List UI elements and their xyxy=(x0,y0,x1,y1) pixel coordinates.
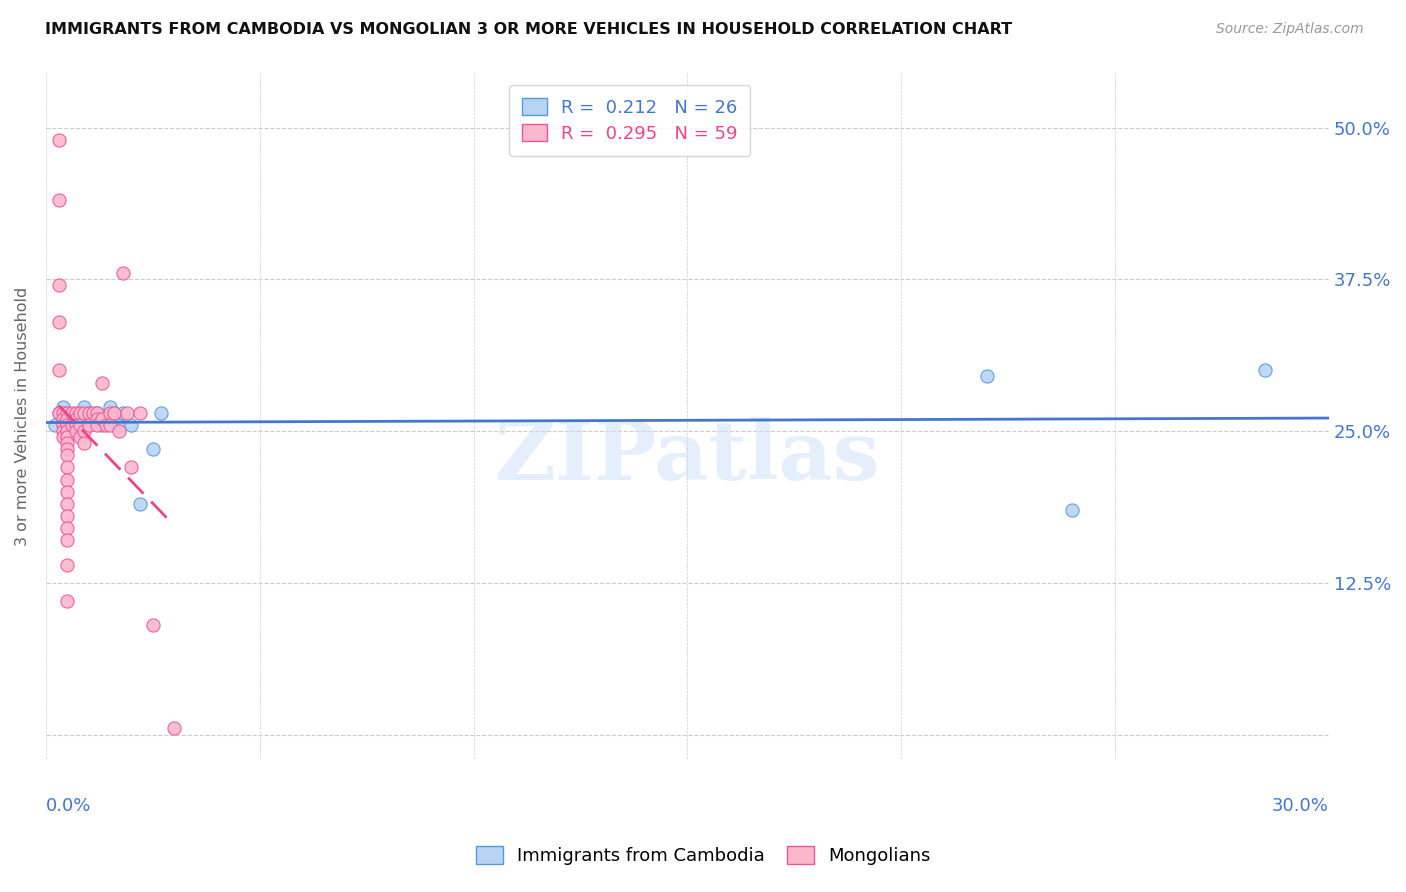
Legend: Immigrants from Cambodia, Mongolians: Immigrants from Cambodia, Mongolians xyxy=(468,839,938,872)
Text: IMMIGRANTS FROM CAMBODIA VS MONGOLIAN 3 OR MORE VEHICLES IN HOUSEHOLD CORRELATIO: IMMIGRANTS FROM CAMBODIA VS MONGOLIAN 3 … xyxy=(45,22,1012,37)
Point xyxy=(77,406,100,420)
Point xyxy=(90,417,112,432)
Point xyxy=(48,406,70,420)
Point xyxy=(98,400,121,414)
Point xyxy=(60,417,83,432)
Point xyxy=(48,315,70,329)
Point xyxy=(52,430,75,444)
Point xyxy=(65,412,87,426)
Point xyxy=(1253,363,1275,377)
Point xyxy=(111,266,134,280)
Point xyxy=(82,412,104,426)
Point xyxy=(56,558,79,572)
Point xyxy=(56,417,79,432)
Point xyxy=(65,406,87,420)
Point xyxy=(976,369,998,384)
Text: 0.0%: 0.0% xyxy=(46,797,91,814)
Point xyxy=(56,442,79,457)
Point xyxy=(48,278,70,293)
Point xyxy=(86,406,108,420)
Point xyxy=(56,430,79,444)
Point xyxy=(52,417,75,432)
Point xyxy=(69,406,91,420)
Point xyxy=(56,473,79,487)
Point xyxy=(73,424,96,438)
Point xyxy=(98,406,121,420)
Text: 30.0%: 30.0% xyxy=(1272,797,1329,814)
Point xyxy=(163,722,186,736)
Point xyxy=(90,376,112,390)
Point xyxy=(52,406,75,420)
Point xyxy=(90,412,112,426)
Point xyxy=(69,417,91,432)
Point xyxy=(121,460,143,475)
Point xyxy=(77,417,100,432)
Point xyxy=(103,412,125,426)
Point xyxy=(56,406,79,420)
Point xyxy=(103,406,125,420)
Point xyxy=(56,533,79,548)
Point xyxy=(60,417,83,432)
Point xyxy=(65,412,87,426)
Point xyxy=(107,424,129,438)
Point xyxy=(73,400,96,414)
Point xyxy=(73,436,96,450)
Point xyxy=(56,497,79,511)
Point xyxy=(48,363,70,377)
Point xyxy=(56,424,79,438)
Point xyxy=(142,442,165,457)
Legend: R =  0.212   N = 26, R =  0.295   N = 59: R = 0.212 N = 26, R = 0.295 N = 59 xyxy=(509,86,751,155)
Y-axis label: 3 or more Vehicles in Household: 3 or more Vehicles in Household xyxy=(15,286,30,546)
Point xyxy=(65,424,87,438)
Point xyxy=(56,412,79,426)
Point xyxy=(48,406,70,420)
Point xyxy=(56,417,79,432)
Point xyxy=(129,497,152,511)
Point xyxy=(56,521,79,535)
Point xyxy=(48,194,70,208)
Point xyxy=(86,412,108,426)
Point xyxy=(69,430,91,444)
Point xyxy=(48,133,70,147)
Point xyxy=(56,594,79,608)
Point xyxy=(86,417,108,432)
Point xyxy=(56,508,79,523)
Point xyxy=(103,406,125,420)
Point xyxy=(129,406,152,420)
Point xyxy=(121,417,143,432)
Point xyxy=(94,417,117,432)
Point xyxy=(98,417,121,432)
Point xyxy=(107,417,129,432)
Point xyxy=(52,424,75,438)
Point xyxy=(82,406,104,420)
Point xyxy=(111,406,134,420)
Point xyxy=(56,484,79,499)
Point xyxy=(52,412,75,426)
Point xyxy=(150,406,173,420)
Point xyxy=(52,412,75,426)
Point xyxy=(56,406,79,420)
Point xyxy=(56,460,79,475)
Point xyxy=(86,406,108,420)
Point xyxy=(52,400,75,414)
Point xyxy=(73,406,96,420)
Point xyxy=(77,406,100,420)
Text: Source: ZipAtlas.com: Source: ZipAtlas.com xyxy=(1216,22,1364,37)
Point xyxy=(44,417,66,432)
Text: ZIPatlas: ZIPatlas xyxy=(495,417,880,497)
Point xyxy=(142,618,165,632)
Point xyxy=(60,406,83,420)
Point xyxy=(56,436,79,450)
Point xyxy=(1062,503,1084,517)
Point xyxy=(69,417,91,432)
Point xyxy=(65,417,87,432)
Point xyxy=(115,406,138,420)
Point xyxy=(56,448,79,462)
